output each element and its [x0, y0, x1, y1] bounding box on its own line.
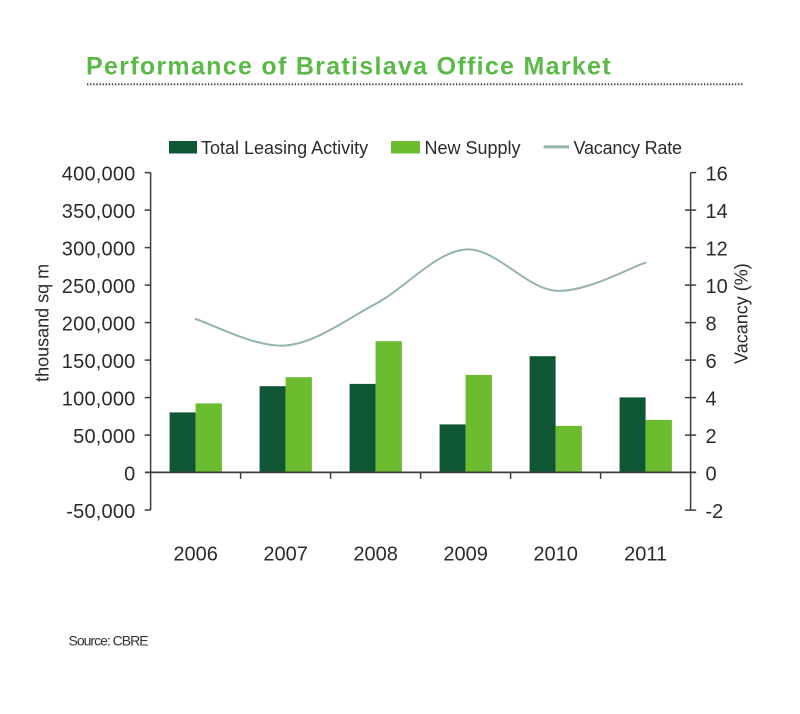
svg-text:0: 0 — [706, 463, 717, 485]
svg-text:-50,000: -50,000 — [66, 501, 135, 523]
svg-text:Vacancy (%): Vacancy (%) — [731, 263, 751, 364]
svg-text:300,000: 300,000 — [62, 239, 136, 261]
svg-text:350,000: 350,000 — [62, 201, 136, 223]
svg-text:2009: 2009 — [443, 543, 488, 565]
svg-text:50,000: 50,000 — [73, 426, 135, 448]
svg-text:Performance of Bratislava Offi: Performance of Bratislava Office Market — [86, 53, 612, 81]
svg-text:400,000: 400,000 — [62, 164, 136, 186]
svg-text:8: 8 — [706, 314, 717, 336]
svg-text:2008: 2008 — [353, 543, 398, 565]
svg-text:2: 2 — [706, 426, 717, 448]
svg-text:Total Leasing Activity: Total Leasing Activity — [201, 138, 368, 158]
svg-text:200,000: 200,000 — [62, 314, 136, 336]
svg-text:4: 4 — [706, 389, 717, 411]
svg-text:2010: 2010 — [533, 543, 578, 565]
svg-text:-2: -2 — [706, 501, 724, 523]
svg-text:Vacancy Rate: Vacancy Rate — [574, 138, 683, 158]
svg-text:6: 6 — [706, 351, 717, 373]
svg-text:2007: 2007 — [263, 543, 308, 565]
svg-text:10: 10 — [706, 276, 728, 298]
svg-text:12: 12 — [706, 239, 728, 261]
svg-text:100,000: 100,000 — [62, 389, 136, 411]
svg-text:14: 14 — [706, 201, 728, 223]
svg-text:150,000: 150,000 — [62, 351, 136, 373]
svg-text:250,000: 250,000 — [62, 276, 136, 298]
svg-text:2006: 2006 — [173, 543, 218, 565]
svg-text:16: 16 — [706, 164, 728, 186]
svg-text:Source: CBRE: Source: CBRE — [69, 633, 149, 649]
svg-text:2011: 2011 — [624, 543, 667, 565]
svg-text:0: 0 — [124, 463, 135, 485]
svg-text:New Supply: New Supply — [425, 138, 521, 158]
svg-text:thousand sq m: thousand sq m — [33, 264, 53, 382]
